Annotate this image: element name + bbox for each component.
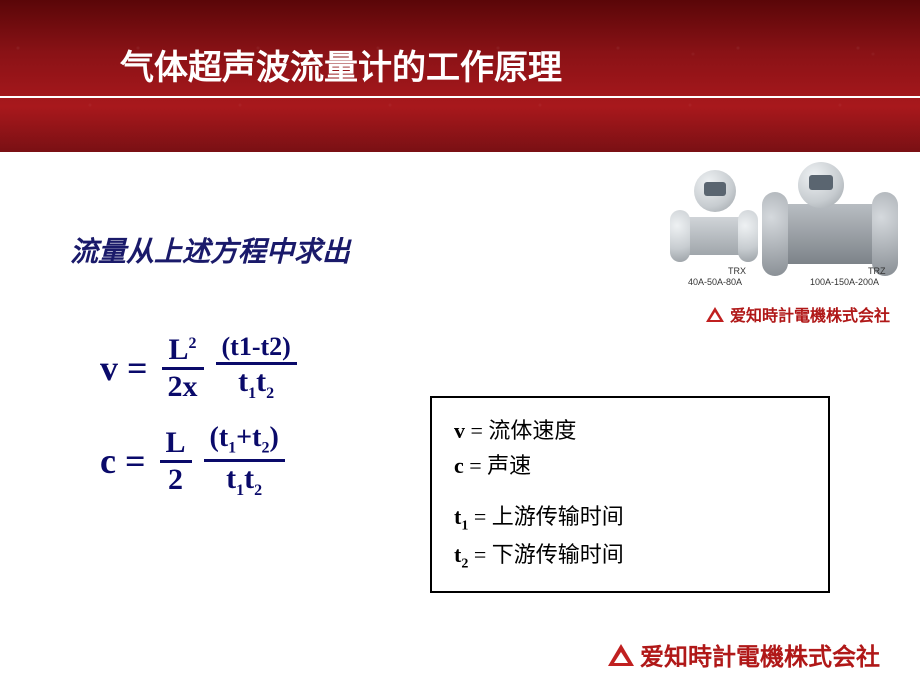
formula-v-frac2-den-a-sub: 1 (248, 385, 256, 402)
legend-box: v = 流体速度 c = 声速 t1 = 上游传输时间 t2 = 下游传输时间 (430, 396, 830, 593)
legend-row-c: c = 声速 (454, 449, 806, 482)
formula-v-frac2-den-b: t (256, 365, 266, 398)
legend-t2-txt: = 下游传输时间 (468, 542, 623, 567)
brand-icon (706, 307, 724, 322)
formula-c-lhs: c = (100, 440, 146, 482)
product-illustration: TRX 40A-50A-80A TRZ 100A-150A-200A (670, 162, 900, 302)
device-left-screen (704, 182, 726, 196)
formula-c-frac2-num-c: ) (269, 422, 278, 453)
formula-c: c = L 2 (t1+t2) t1t2 (100, 422, 303, 501)
slide-content: 流量从上述方程中求出 TRX 40A-50A-80A TRZ 100A-150A… (0, 152, 920, 690)
product-left-label-top: TRX (728, 266, 746, 276)
brand-bottom: 爱知時計電機株式会社 (608, 637, 880, 672)
device-right-flange-r (872, 192, 898, 276)
product-right-label-top: TRZ (868, 266, 886, 276)
formula-v-lhs: v = (100, 347, 148, 389)
formula-c-frac2-den-a-sub: 1 (236, 482, 244, 499)
legend-spacer (454, 484, 806, 498)
formula-v-frac2-num: (t1-t2) (216, 332, 297, 362)
formula-v-frac1-num-sup: 2 (189, 335, 197, 352)
brand-icon (608, 644, 634, 666)
legend-v-sym: v (454, 418, 465, 443)
formula-c-frac2-num-b: +t (236, 422, 261, 453)
brand-text-bottom: 爱知時計電機株式会社 (640, 637, 880, 672)
legend-row-t1: t1 = 上游传输时间 (454, 500, 806, 536)
formulas: v = L2 2x (t1-t2) t1t2 c = L 2 (100, 332, 303, 519)
formula-c-frac1-num: L (160, 426, 192, 460)
formula-v-frac1: L2 2x (162, 333, 204, 404)
legend-c-sym: c (454, 453, 464, 478)
legend-t1-txt: = 上游传输时间 (468, 504, 623, 529)
legend-c-txt: = 声速 (464, 453, 531, 478)
formula-v-frac2: (t1-t2) t1t2 (216, 332, 297, 404)
legend-row-t2: t2 = 下游传输时间 (454, 538, 806, 574)
formula-v-frac2-den-a: t (238, 365, 248, 398)
slide-header: 气体超声波流量计的工作原理 (0, 0, 920, 152)
device-right-flange-l (762, 192, 788, 276)
formula-c-frac2-den-b-sub: 2 (254, 482, 262, 499)
legend-v-txt: = 流体速度 (465, 418, 576, 443)
formula-v-frac2-den-b-sub: 2 (266, 385, 274, 402)
formula-c-frac1: L 2 (160, 426, 192, 497)
formula-c-frac2-num-a-sub: 1 (228, 440, 236, 457)
formula-c-frac1-den: 2 (162, 463, 189, 497)
brand-top: 爱知時計電機株式会社 (706, 302, 890, 326)
formula-v-frac1-num: L (169, 333, 189, 366)
slide-title: 气体超声波流量计的工作原理 (120, 40, 562, 89)
header-divider (0, 96, 920, 98)
formula-v: v = L2 2x (t1-t2) t1t2 (100, 332, 303, 404)
device-left-flange-l (670, 210, 690, 262)
device-right-body (775, 204, 885, 264)
formula-v-frac1-den: 2x (162, 370, 204, 404)
device-right-screen (809, 175, 833, 190)
brand-text-top: 爱知時計電機株式会社 (730, 302, 890, 326)
formula-c-frac2-den-b: t (244, 462, 254, 495)
legend-row-v: v = 流体速度 (454, 414, 806, 447)
formula-c-frac2-den-a: t (226, 462, 236, 495)
formula-c-frac2: (t1+t2) t1t2 (204, 422, 285, 501)
device-left-flange-r (738, 210, 758, 262)
subheading: 流量从上述方程中求出 (70, 230, 350, 270)
product-left-label-bottom: 40A-50A-80A (688, 277, 742, 287)
formula-c-frac2-num-a: (t (210, 422, 229, 453)
product-right-label-bottom: 100A-150A-200A (810, 277, 879, 287)
